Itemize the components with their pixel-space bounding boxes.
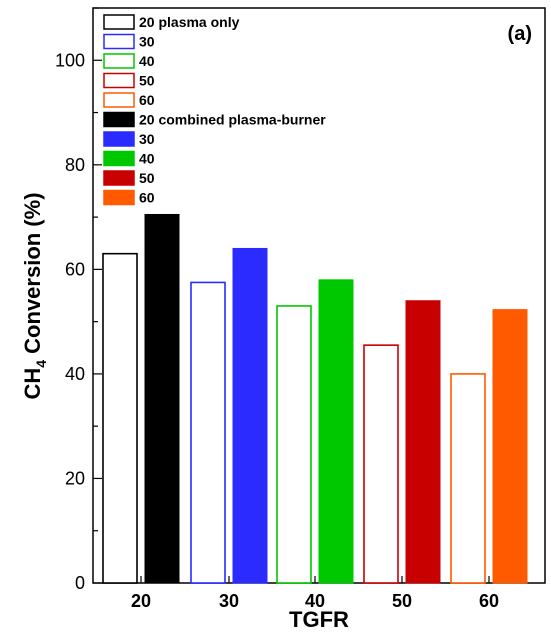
y-axis-title-main: CH xyxy=(20,368,45,400)
legend-label: 30 xyxy=(139,131,155,147)
y-tick-label: 100 xyxy=(55,50,85,70)
legend-label: 50 xyxy=(139,73,155,89)
legend-label: 20 plasma only xyxy=(139,14,240,30)
legend-label: 60 xyxy=(139,190,155,206)
y-axis: 0 20 40 60 80 100 xyxy=(55,7,102,593)
legend-swatch xyxy=(103,131,135,147)
legend-swatch xyxy=(103,72,135,89)
y-tick-label: 60 xyxy=(65,259,85,279)
bar-plasma-only-40 xyxy=(276,305,312,584)
x-axis-title: TGFR xyxy=(289,607,349,632)
bar-plasma-only-20 xyxy=(102,252,138,584)
bar-combined-30 xyxy=(232,247,268,584)
bar-plasma-only-60 xyxy=(450,373,486,584)
y-tick-label: 80 xyxy=(65,155,85,175)
legend-swatch xyxy=(103,150,135,167)
bar-combined-20 xyxy=(144,213,180,584)
x-tick-label: 30 xyxy=(219,591,239,611)
y-axis-title: CH4 Conversion (%) xyxy=(20,192,49,399)
legend-swatch xyxy=(103,53,135,69)
bar-combined-40 xyxy=(318,279,354,584)
legend-label: 60 xyxy=(139,92,155,108)
legend-swatch xyxy=(103,189,135,206)
legend-swatch xyxy=(103,33,135,50)
y-tick-label: 0 xyxy=(75,573,85,593)
legend-label: 50 xyxy=(139,170,155,186)
y-tick-label: 20 xyxy=(65,468,85,488)
legend: 20 plasma only 30 40 50 60 20 combined plasma… xyxy=(103,14,326,206)
bar-combined-50 xyxy=(405,300,441,584)
legend-label: 40 xyxy=(139,151,155,167)
y-axis-title-subscript: 4 xyxy=(33,360,49,368)
x-tick-label: 50 xyxy=(392,591,412,611)
legend-label: 20 combined plasma-burner xyxy=(139,112,326,128)
bar-plasma-only-30 xyxy=(190,281,226,584)
panel-label: (a) xyxy=(508,23,532,45)
legend-swatch xyxy=(103,111,135,128)
legend-label: 40 xyxy=(139,53,155,69)
bar-plasma-only-50 xyxy=(363,344,399,584)
bar-series-group xyxy=(102,213,528,584)
y-tick-label: 40 xyxy=(65,364,85,384)
x-axis: 20 30 40 50 60 xyxy=(131,576,499,611)
bar-combined-60 xyxy=(492,309,528,584)
x-tick-label: 40 xyxy=(305,591,325,611)
x-tick-label: 60 xyxy=(479,591,499,611)
legend-swatch xyxy=(103,92,135,108)
legend-swatch xyxy=(103,14,135,30)
legend-label: 30 xyxy=(139,34,155,50)
x-tick-label: 20 xyxy=(131,591,151,611)
y-axis-title-rest: Conversion (%) xyxy=(20,192,45,359)
legend-swatch xyxy=(103,170,135,186)
